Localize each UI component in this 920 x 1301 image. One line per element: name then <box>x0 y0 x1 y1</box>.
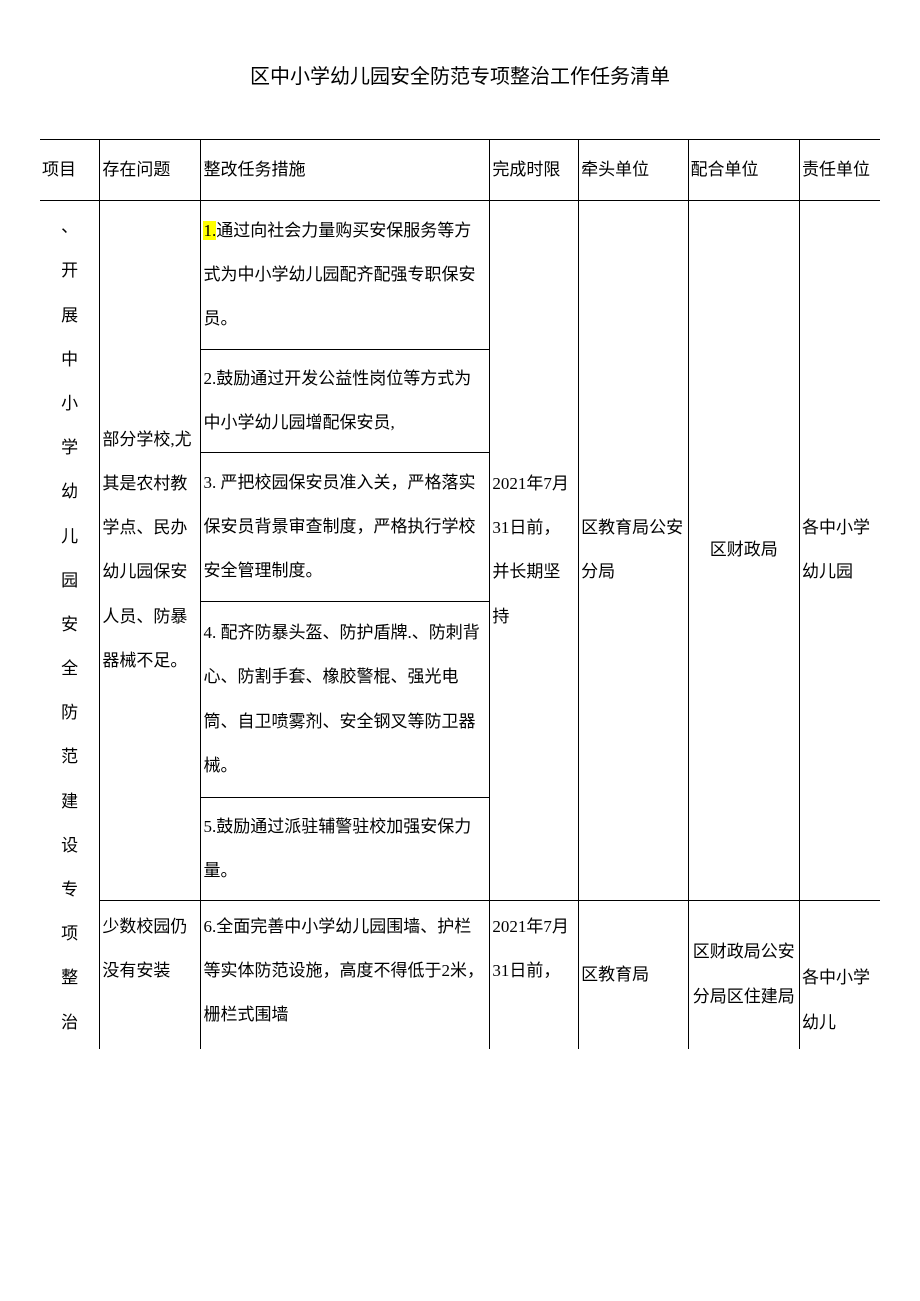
task-table: 项目 存在问题 整改任务措施 完成时限 牵头单位 配合单位 责任单位 、开展中小… <box>40 139 880 1049</box>
header-resp: 责任单位 <box>799 140 880 201</box>
page-title: 区中小学幼儿园安全防范专项整治工作任务清单 <box>40 60 880 89</box>
resp-cell-2: 各中小学幼儿 <box>799 900 880 1049</box>
measure-cell-5: 5.鼓励通过派驻辅警驻校加强安保力量。 <box>201 797 490 900</box>
problem-cell-2: 少数校园仍没有安装 <box>100 900 201 1049</box>
deadline-cell-1: 2021年7月31日前，并长期坚持 <box>490 201 579 900</box>
table-header-row: 项目 存在问题 整改任务措施 完成时限 牵头单位 配合单位 责任单位 <box>40 140 880 201</box>
deadline-cell-2: 2021年7月31日前， <box>490 900 579 1049</box>
lead-cell-1: 区教育局公安分局 <box>579 201 688 900</box>
measure-cell-6: 6.全面完善中小学幼儿园围墙、护栏等实体防范设施，高度不得低于2米，栅栏式围墙 <box>201 900 490 1049</box>
header-project: 项目 <box>40 140 100 201</box>
coop-cell-1: 区财政局 <box>688 201 799 900</box>
measure-cell-4: 4. 配齐防暴头盔、防护盾牌.、防刺背心、防割手套、橡胶警棍、强光电筒、自卫喷雾… <box>201 602 490 798</box>
resp-cell-1: 各中小学幼儿园 <box>799 201 880 900</box>
measure-cell-2: 2.鼓励通过开发公益性岗位等方式为中小学幼儿园增配保安员, <box>201 350 490 453</box>
header-lead: 牵头单位 <box>579 140 688 201</box>
header-coop: 配合单位 <box>688 140 799 201</box>
measure-text-1: 通过向社会力量购买安保服务等方式为中小学幼儿园配齐配强专职保安员。 <box>203 221 475 328</box>
header-deadline: 完成时限 <box>490 140 579 201</box>
measure-cell-3: 3. 严把校园保安员准入关，严格落实保安员背景审查制度，严格执行学校安全管理制度… <box>201 452 490 601</box>
project-cell: 、开展中小学幼儿园安全防范建设专项整治 <box>40 201 100 1049</box>
table-row: 少数校园仍没有安装 6.全面完善中小学幼儿园围墙、护栏等实体防范设施，高度不得低… <box>40 900 880 1049</box>
project-label: 、开展中小学幼儿园安全防范建设专项整治 <box>60 205 79 1045</box>
measure-cell-1: 1.通过向社会力量购买安保服务等方式为中小学幼儿园配齐配强专职保安员。 <box>201 201 490 350</box>
lead-cell-2: 区教育局 <box>579 900 688 1049</box>
coop-cell-2: 区财政局公安分局区住建局 <box>688 900 799 1049</box>
problem-cell-1: 部分学校,尤其是农村教学点、民办幼儿园保安人员、防暴器械不足。 <box>100 201 201 900</box>
table-row: 、开展中小学幼儿园安全防范建设专项整治 部分学校,尤其是农村教学点、民办幼儿园保… <box>40 201 880 350</box>
highlight-prefix: 1. <box>203 221 216 240</box>
header-problem: 存在问题 <box>100 140 201 201</box>
header-measure: 整改任务措施 <box>201 140 490 201</box>
